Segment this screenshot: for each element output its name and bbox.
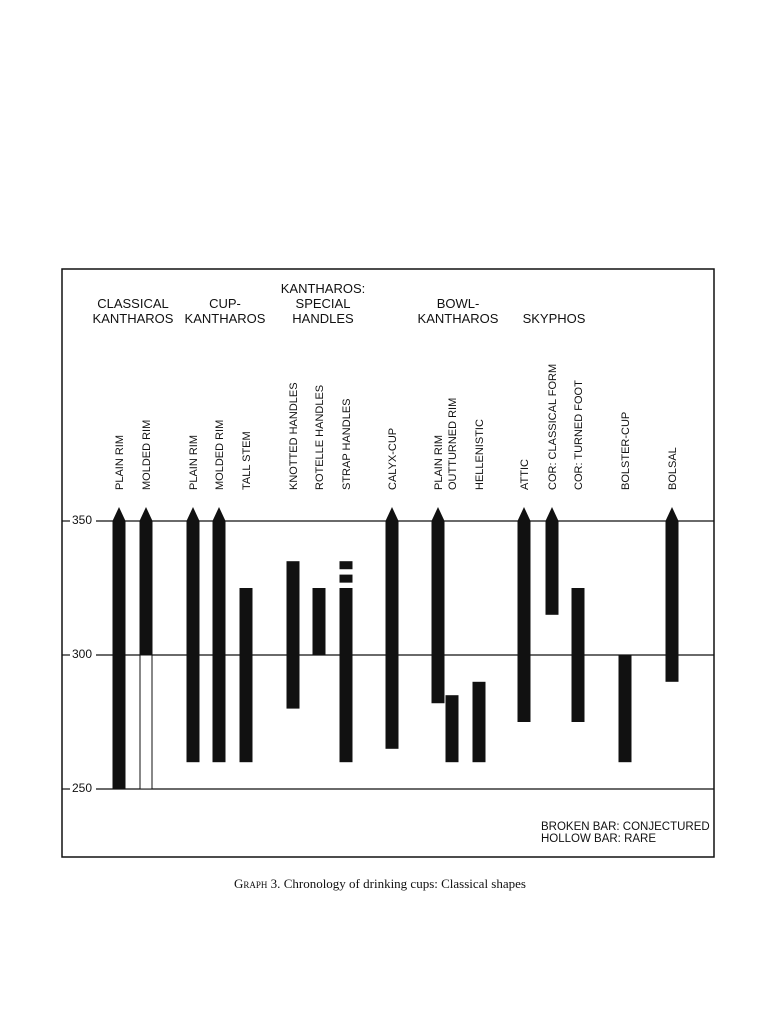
- arrow-head: [139, 507, 153, 521]
- bar: [239, 588, 253, 763]
- bar-label: STRAP HANDLES: [341, 399, 353, 491]
- bar-label: MOLDED RIM: [141, 420, 153, 490]
- arrow-head: [431, 507, 445, 521]
- arrow-head: [385, 507, 399, 521]
- group-label: KANTHAROS:: [281, 281, 366, 296]
- bar-label: TALL STEM: [241, 431, 253, 490]
- group-label: KANTHAROS: [93, 311, 174, 326]
- group-label: HANDLES: [292, 311, 354, 326]
- arrow-head: [517, 507, 531, 521]
- bar-label: PLAIN RIM: [188, 435, 200, 490]
- bar: [431, 521, 445, 704]
- group-label: SKYPHOS: [523, 311, 586, 326]
- arrow-head: [545, 507, 559, 521]
- note: HOLLOW BAR: RARE: [541, 833, 656, 845]
- bar: [472, 681, 486, 763]
- y-tick-label: 350: [72, 513, 92, 527]
- bar: [517, 521, 531, 722]
- bar: [139, 521, 153, 655]
- broken-bar: [339, 574, 353, 583]
- bar: [286, 561, 300, 709]
- caption-text: Chronology of drinking cups: Classical s…: [284, 876, 526, 891]
- y-tick-label: 300: [72, 647, 92, 661]
- arrow-head: [665, 507, 679, 521]
- bar: [339, 588, 353, 763]
- bar-label: COR: TURNED FOOT: [573, 380, 585, 490]
- bar-label: ATTIC: [519, 459, 531, 490]
- bar-label: BOLSAL: [667, 447, 679, 490]
- bar-label: BOLSTER-CUP: [620, 412, 632, 490]
- frame: [61, 268, 715, 858]
- group-label: KANTHAROS: [185, 311, 266, 326]
- group-label: CLASSICAL: [97, 296, 169, 311]
- bar: [312, 588, 326, 655]
- group-label: BOWL-: [437, 296, 480, 311]
- hollow-bar: [139, 654, 153, 790]
- bar-label: MOLDED RIM: [214, 420, 226, 490]
- bar: [571, 588, 585, 722]
- bar-label: CALYX-CUP: [387, 428, 399, 490]
- arrow-head: [212, 507, 226, 521]
- bar: [545, 521, 559, 615]
- bar-label: ROTELLE HANDLES: [314, 385, 326, 490]
- bar: [665, 521, 679, 682]
- bar-label: OUTTURNED RIM: [447, 398, 459, 490]
- y-tick-label: 250: [72, 781, 92, 795]
- group-label: KANTHAROS: [418, 311, 499, 326]
- note: BROKEN BAR: CONJECTURED: [541, 821, 710, 833]
- bar-label: KNOTTED HANDLES: [288, 382, 300, 490]
- caption: Graph 3. Chronology of drinking cups: Cl…: [234, 876, 526, 891]
- arrow-head: [186, 507, 200, 521]
- bar-label: COR: CLASSICAL FORM: [547, 364, 559, 490]
- group-label: SPECIAL: [296, 296, 351, 311]
- bar: [618, 655, 632, 763]
- arrow-head: [112, 507, 126, 521]
- caption-lead: Graph 3.: [234, 876, 280, 891]
- bar-label: HELLENISTIC: [474, 419, 486, 490]
- bar: [385, 521, 399, 749]
- bar: [186, 521, 200, 763]
- group-label: CUP-: [209, 296, 241, 311]
- bar: [112, 521, 126, 789]
- bar-label: PLAIN RIM: [433, 435, 445, 490]
- broken-bar: [339, 561, 353, 570]
- bar: [212, 521, 226, 763]
- bar: [445, 695, 459, 763]
- bar-label: PLAIN RIM: [114, 435, 126, 490]
